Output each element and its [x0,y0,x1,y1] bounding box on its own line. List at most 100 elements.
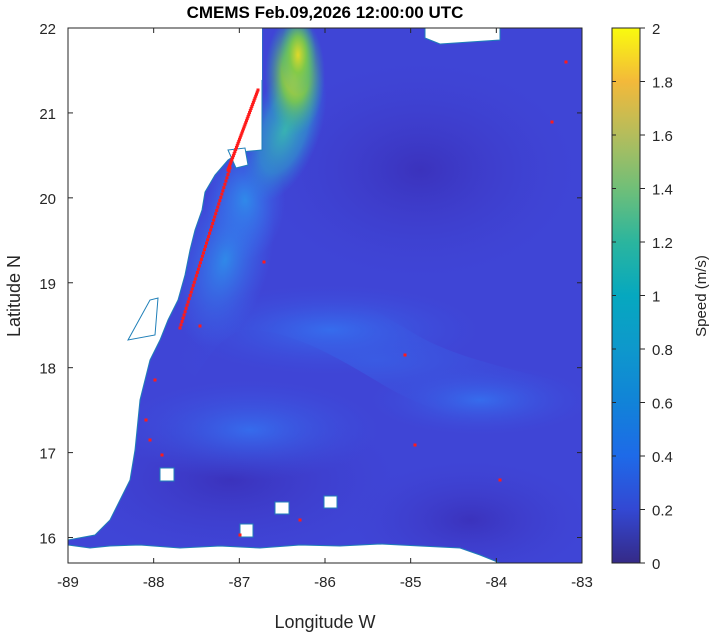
colorbar-tick-label: 1.4 [652,182,673,199]
x-tick-label: -87 [228,574,250,591]
coastal-marker [253,96,257,100]
coastal-marker [250,104,254,108]
coastal-marker [214,212,218,216]
coastal-marker [251,100,255,104]
coastal-marker [218,199,222,203]
coastal-marker [254,94,258,98]
x-tick-label: -88 [143,574,165,591]
coastal-marker [251,102,255,106]
coastal-marker [187,297,191,301]
coastal-marker [228,166,232,170]
coastal-marker [223,182,227,186]
coastal-marker [195,270,199,274]
coastal-marker [188,293,192,297]
coastal-marker [233,150,237,154]
coastal-marker [198,261,202,265]
islet-4 [239,523,254,538]
coastal-marker [226,173,230,177]
y-tick-label: 19 [39,276,56,293]
coastal-marker [190,287,194,291]
coastal-marker [230,158,234,162]
y-tick-label: 20 [39,191,56,208]
islet-2 [274,501,290,515]
coastal-marker [238,533,242,537]
colorbar-tick-label: 0.2 [652,503,673,520]
coastal-marker [220,192,224,196]
coastal-marker [179,323,183,327]
coastal-marker [241,129,245,133]
y-axis: 16 17 18 19 20 21 22 [39,21,582,548]
colorbar-tick-label: 1.2 [652,235,673,252]
coastal-marker [228,164,232,168]
x-tick-label: -85 [400,574,422,591]
coastal-marker [183,310,187,314]
peninsula-northwest-notch [68,28,262,80]
coastal-marker [224,179,228,183]
x-axis: -89 -88 -87 -86 -85 -84 -83 [57,28,593,591]
coastal-marker [228,162,232,166]
colorbar-tick-label: 0.6 [652,396,673,413]
colorbar-ticks: 0 0.2 0.4 0.6 0.8 1 1.2 1.4 1.6 1.8 2 [612,21,673,573]
coastal-marker [196,267,200,271]
colorbar-tick-label: 1 [652,289,660,306]
coastal-marker [240,131,244,135]
coastal-marker [198,324,202,328]
coastal-marker [244,121,248,125]
coastal-marker [413,443,417,447]
coastal-marker [564,60,568,64]
x-tick-label: -83 [571,574,593,591]
coastal-marker [235,143,239,147]
coastal-marker [213,215,217,219]
coastal-marker [243,123,247,127]
colorbar-tick-label: 0.8 [652,342,673,359]
northeast-islands [424,28,501,45]
coastal-marker [186,300,190,304]
coastal-marker [234,147,238,151]
coastal-marker [234,145,238,149]
coastal-markers [144,60,568,537]
central-america-coast [68,543,501,563]
colorbar-label: Speed (m/s) [693,255,710,337]
coastal-marker [256,88,260,92]
coastal-marker [498,478,502,482]
islet-1 [159,467,175,482]
y-tick-label: 18 [39,361,56,378]
coastal-marker [254,92,258,96]
land-masses [68,28,501,563]
coastal-marker [193,277,197,281]
coastal-marker [236,141,240,145]
colorbar-tick-label: 0.4 [652,449,673,466]
coastal-marker [197,264,201,268]
coastal-marker [194,274,198,278]
coastal-marker [255,90,259,94]
coastal-marker [246,115,250,119]
coastal-marker [204,244,208,248]
x-tick-label: -89 [57,574,79,591]
coastal-marker [211,222,215,226]
y-tick-label: 22 [39,21,56,38]
coastal-marker [217,202,221,206]
coastal-marker [148,438,152,442]
coastal-marker [241,127,245,131]
colorbar-tick-label: 2 [652,21,660,38]
coastal-marker [242,125,246,129]
coastal-marker [219,195,223,199]
coastal-marker [227,169,231,173]
y-axis-label: Latitude N [4,255,24,337]
colorbar-tick-label: 0 [652,556,660,573]
coastal-marker [153,378,157,382]
y-tick-label: 16 [39,531,56,548]
coastal-marker [202,248,206,252]
coastal-marker [205,241,209,245]
colorbar-tick-label: 1.6 [652,128,673,145]
coastal-marker [222,186,226,190]
coastal-marker [200,254,204,258]
coastal-marker [178,326,182,330]
coastal-marker [232,152,236,156]
coastal-marker [209,228,213,232]
coastal-marker [185,303,189,307]
coastal-marker [248,111,252,115]
coastal-marker [247,113,251,117]
coastal-marker [180,319,184,323]
